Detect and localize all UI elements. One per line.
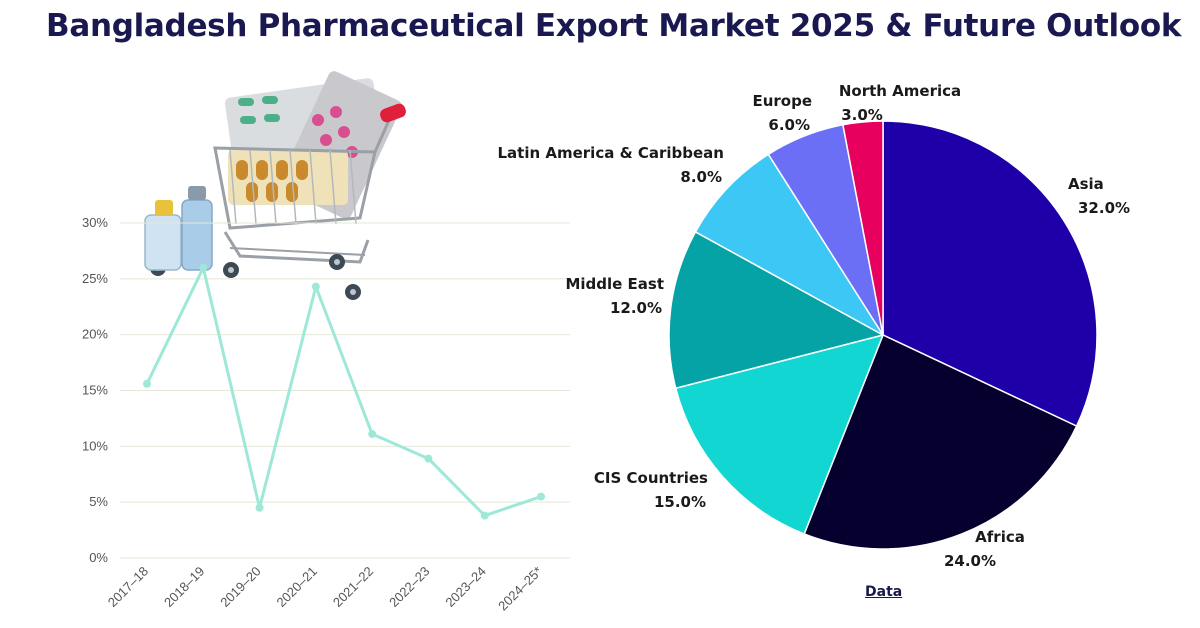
pie-slice: [674, 333, 885, 535]
pie-chart: [668, 120, 1098, 550]
slice-percent-label: 3.0%: [841, 106, 883, 124]
x-tick-label: 2018–19: [161, 564, 207, 610]
data-point: [537, 492, 545, 501]
x-tick-label: 2019–20: [217, 564, 263, 610]
slice-label: Asia: [1068, 175, 1104, 193]
y-tick-label: 15%: [82, 383, 108, 398]
slice-percent-label: 15.0%: [654, 493, 706, 511]
data-point: [480, 511, 489, 520]
line-chart-y-axis: 0% 5% 10% 15% 20% 25% 30%: [82, 215, 108, 565]
x-tick-label: 2022–23: [386, 564, 432, 610]
data-point: [368, 430, 377, 439]
y-tick-label: 20%: [82, 327, 108, 342]
slice-percent-label: 24.0%: [944, 552, 996, 570]
x-tick-label: 2017–18: [105, 564, 151, 610]
y-tick-label: 30%: [82, 215, 108, 230]
y-tick-label: 0%: [89, 550, 108, 565]
slice-percent-label: 8.0%: [680, 168, 722, 186]
slice-label: Middle East: [565, 275, 664, 293]
pie-chart-labels: Asia 32.0% Africa 24.0% CIS Countries 15.0% Mi…: [497, 82, 1130, 570]
page-title: Bangladesh Pharmaceutical Export Market …: [46, 8, 1182, 44]
x-tick-label: 2020–21: [274, 564, 320, 610]
pie-slice: [668, 230, 886, 390]
data-point: [199, 263, 208, 272]
series-line: [145, 266, 542, 518]
slice-label: Europe: [752, 92, 812, 110]
slice-label: North America: [839, 82, 961, 100]
line-chart-x-axis: 2017–18 2018–19 2019–20 2020–21 2021–22 2022–…: [105, 564, 545, 614]
y-tick-label: 10%: [82, 438, 108, 453]
x-tick-label: 2024–25*: [495, 564, 545, 614]
pie-slice: [882, 120, 1098, 428]
data-point: [424, 454, 433, 463]
line-chart-grid: [120, 222, 570, 559]
line-chart-series: [143, 263, 545, 520]
slice-percent-label: 6.0%: [768, 116, 810, 134]
x-tick-label: 2021–22: [330, 564, 376, 610]
slice-label: Africa: [975, 528, 1025, 546]
slice-percent-label: 12.0%: [610, 299, 662, 317]
illustration-cart-icon: [144, 71, 406, 300]
pie-slice: [842, 120, 884, 336]
data-point: [311, 282, 320, 291]
data-point: [143, 379, 151, 388]
slice-label: Latin America & Caribbean: [497, 144, 724, 162]
data-point: [255, 503, 264, 512]
data-source-link[interactable]: Data: [865, 584, 903, 600]
y-tick-label: 25%: [82, 271, 108, 286]
slice-percent-label: 32.0%: [1078, 199, 1130, 217]
y-tick-label: 5%: [89, 494, 108, 509]
pie-slice: [803, 333, 1078, 550]
x-tick-label: 2023–24: [442, 564, 488, 610]
pie-slice: [694, 153, 884, 336]
slice-label: CIS Countries: [594, 469, 708, 487]
